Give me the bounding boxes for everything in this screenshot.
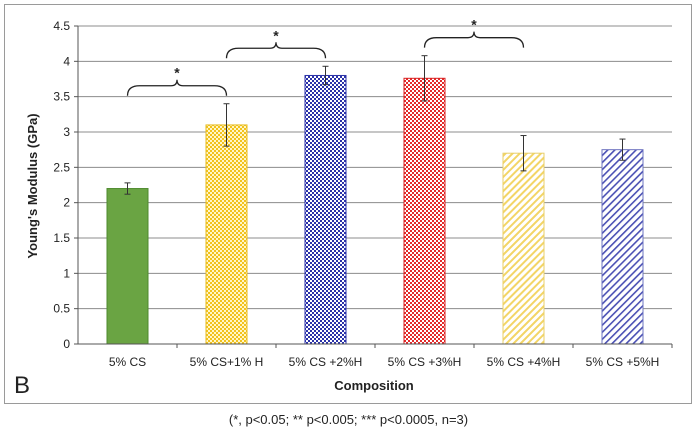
y-tick-label: 0	[63, 337, 70, 351]
significance-bracket	[225, 42, 327, 59]
y-tick-label: 3	[63, 125, 70, 139]
bar	[205, 124, 248, 345]
x-tick-label: 5% CS +5%H	[586, 355, 660, 369]
x-axis-label: Composition	[334, 378, 413, 393]
panel-label: B	[14, 372, 31, 399]
significance-label: *	[471, 17, 477, 33]
y-axis-label: Young's Modulus (GPa)	[25, 113, 40, 258]
x-tick-label: 5% CS +4%H	[487, 355, 561, 369]
footnote: (*, p<0.05; ** p<0.005; *** p<0.0005, n=…	[228, 412, 469, 427]
significance-bracket	[423, 31, 525, 48]
y-tick-label: 4	[63, 54, 70, 68]
y-tick-label: 1.5	[53, 231, 70, 245]
chart-frame	[4, 4, 692, 404]
y-tick-label: 2	[63, 196, 70, 210]
x-tick-label: 5% CS	[109, 355, 146, 369]
y-tick-label: 2.5	[53, 160, 70, 174]
bar	[601, 149, 644, 345]
bar	[304, 74, 347, 345]
y-tick-label: 1	[63, 266, 70, 280]
significance-label: *	[174, 65, 180, 81]
x-tick-label: 5% CS+1% H	[190, 355, 264, 369]
significance-bracket	[126, 79, 228, 96]
significance-label: *	[273, 27, 279, 43]
x-tick-label: 5% CS +3%H	[388, 355, 462, 369]
y-tick-label: 4.5	[53, 19, 70, 33]
bar	[403, 77, 446, 345]
bar-chart: 0 0.5 1 1.5 2 2.5 3 3.5 4 4.5 5% CS 5% CS+1% H 5% CS…	[25, 17, 673, 393]
bar	[502, 152, 545, 345]
x-tick-label: 5% CS +2%H	[289, 355, 363, 369]
y-tick-label: 3.5	[53, 90, 70, 104]
bar	[106, 188, 149, 345]
y-tick-label: 0.5	[53, 302, 70, 316]
